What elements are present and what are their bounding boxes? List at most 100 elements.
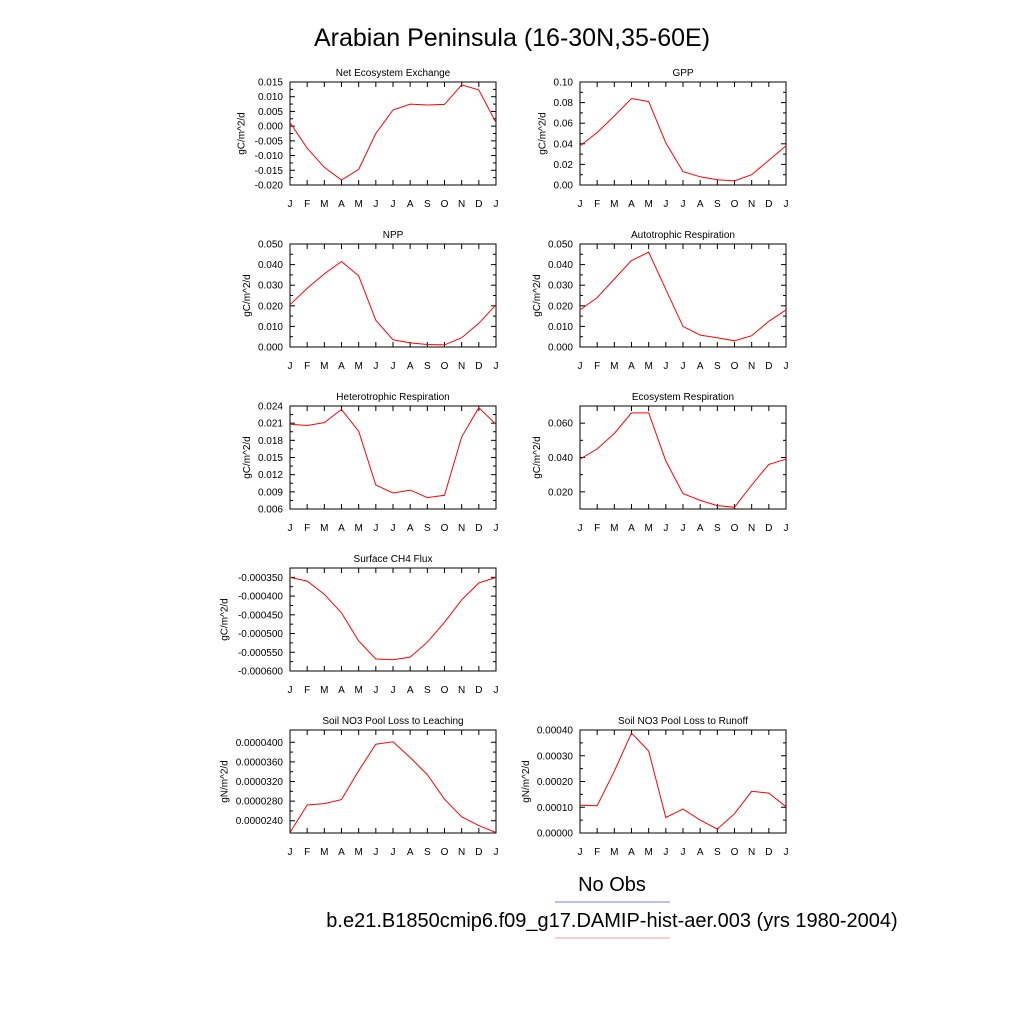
y-tick-label: 0.02 xyxy=(554,160,574,171)
x-tick-label: J xyxy=(288,685,293,696)
figure-title: Arabian Peninsula (16-30N,35-60E) xyxy=(314,24,710,52)
x-tick-label: J xyxy=(288,199,293,210)
y-tick-label: 0.010 xyxy=(258,322,283,333)
x-tick-label: J xyxy=(391,685,396,696)
x-tick-label: J xyxy=(288,847,293,858)
panel-title: Surface CH4 Flux xyxy=(354,554,433,565)
y-tick-label: 0.00030 xyxy=(537,751,574,762)
x-tick-label: A xyxy=(628,847,635,858)
x-tick-label: N xyxy=(458,847,465,858)
x-tick-label: J xyxy=(373,523,378,534)
y-tick-label: 0.06 xyxy=(554,119,574,130)
y-tick-label: 0.00010 xyxy=(537,803,574,814)
x-tick-label: A xyxy=(338,523,345,534)
panel-title: Soil NO3 Pool Loss to Runoff xyxy=(618,716,748,727)
x-tick-label: M xyxy=(354,199,362,210)
series-line xyxy=(579,412,787,508)
plot-frame xyxy=(289,567,497,672)
x-tick-label: J xyxy=(288,361,293,372)
y-axis-label: gN/m^2/d xyxy=(521,760,532,803)
x-tick-label: A xyxy=(697,523,704,534)
y-tick-label: 0.060 xyxy=(548,419,573,430)
series-line xyxy=(579,251,787,342)
panel-title: Heterotrophic Respiration xyxy=(336,392,449,403)
x-tick-label: J xyxy=(391,199,396,210)
y-tick-label: -0.000600 xyxy=(238,667,283,678)
x-tick-label: A xyxy=(338,199,345,210)
x-tick-label: J xyxy=(494,523,499,534)
x-tick-label: O xyxy=(441,523,449,534)
x-tick-label: A xyxy=(407,685,414,696)
x-tick-label: A xyxy=(338,685,345,696)
x-tick-label: M xyxy=(610,847,618,858)
y-tick-label: 0.006 xyxy=(258,505,283,516)
y-tick-label: 0.10 xyxy=(554,78,574,89)
x-tick-label: N xyxy=(748,361,755,372)
x-tick-label: N xyxy=(458,685,465,696)
x-tick-label: A xyxy=(628,523,635,534)
x-tick-label: N xyxy=(458,199,465,210)
y-tick-label: 0.000 xyxy=(258,343,283,354)
series-line xyxy=(289,84,497,181)
x-tick-label: J xyxy=(288,523,293,534)
y-axis-label: gC/m^2/d xyxy=(242,436,253,479)
x-tick-label: S xyxy=(424,523,431,534)
series-line xyxy=(289,741,497,833)
y-tick-label: 0.0000320 xyxy=(236,777,284,788)
series-line xyxy=(289,576,497,661)
x-tick-label: M xyxy=(644,199,652,210)
panel-title: Net Ecosystem Exchange xyxy=(336,68,451,79)
y-tick-label: 0.020 xyxy=(548,487,573,498)
x-tick-label: A xyxy=(338,847,345,858)
panel-title: Soil NO3 Pool Loss to Leaching xyxy=(322,716,463,727)
x-tick-label: A xyxy=(697,199,704,210)
x-tick-label: J xyxy=(681,523,686,534)
x-tick-label: M xyxy=(354,523,362,534)
x-tick-label: S xyxy=(424,361,431,372)
x-tick-label: J xyxy=(663,199,668,210)
x-tick-label: S xyxy=(424,847,431,858)
x-tick-label: D xyxy=(475,199,482,210)
plot-frame xyxy=(579,729,787,834)
x-tick-label: A xyxy=(407,199,414,210)
x-tick-label: J xyxy=(784,199,789,210)
y-tick-label: -0.010 xyxy=(255,151,284,162)
y-tick-label: 0.00020 xyxy=(537,777,574,788)
x-tick-label: O xyxy=(441,685,449,696)
y-tick-label: 0.005 xyxy=(258,107,283,118)
x-tick-label: M xyxy=(610,199,618,210)
series-line xyxy=(579,97,787,182)
x-tick-label: J xyxy=(784,847,789,858)
panel-title: NPP xyxy=(383,230,404,241)
x-tick-label: N xyxy=(748,199,755,210)
x-tick-label: O xyxy=(441,199,449,210)
y-tick-label: 0.000 xyxy=(258,122,283,133)
x-tick-label: O xyxy=(441,847,449,858)
y-tick-label: 0.030 xyxy=(258,281,283,292)
y-tick-label: 0.010 xyxy=(258,92,283,103)
x-tick-label: S xyxy=(424,199,431,210)
x-tick-label: M xyxy=(610,523,618,534)
y-tick-label: 0.040 xyxy=(548,260,573,271)
x-tick-label: D xyxy=(765,361,772,372)
x-tick-label: J xyxy=(494,199,499,210)
y-tick-label: 0.015 xyxy=(258,453,283,464)
y-axis-label: gC/m^2/d xyxy=(220,598,231,641)
x-tick-label: S xyxy=(714,523,721,534)
x-tick-label: D xyxy=(765,847,772,858)
y-tick-label: -0.000350 xyxy=(238,573,283,584)
y-tick-label: 0.010 xyxy=(548,322,573,333)
y-tick-label: 0.050 xyxy=(548,240,573,251)
legend-label-model: b.e21.B1850cmip6.f09_g17.DAMIP-hist-aer.… xyxy=(326,910,897,932)
x-tick-label: N xyxy=(748,523,755,534)
y-tick-label: 0.015 xyxy=(258,78,283,89)
x-tick-label: A xyxy=(697,847,704,858)
x-tick-label: A xyxy=(628,199,635,210)
x-tick-label: A xyxy=(338,361,345,372)
